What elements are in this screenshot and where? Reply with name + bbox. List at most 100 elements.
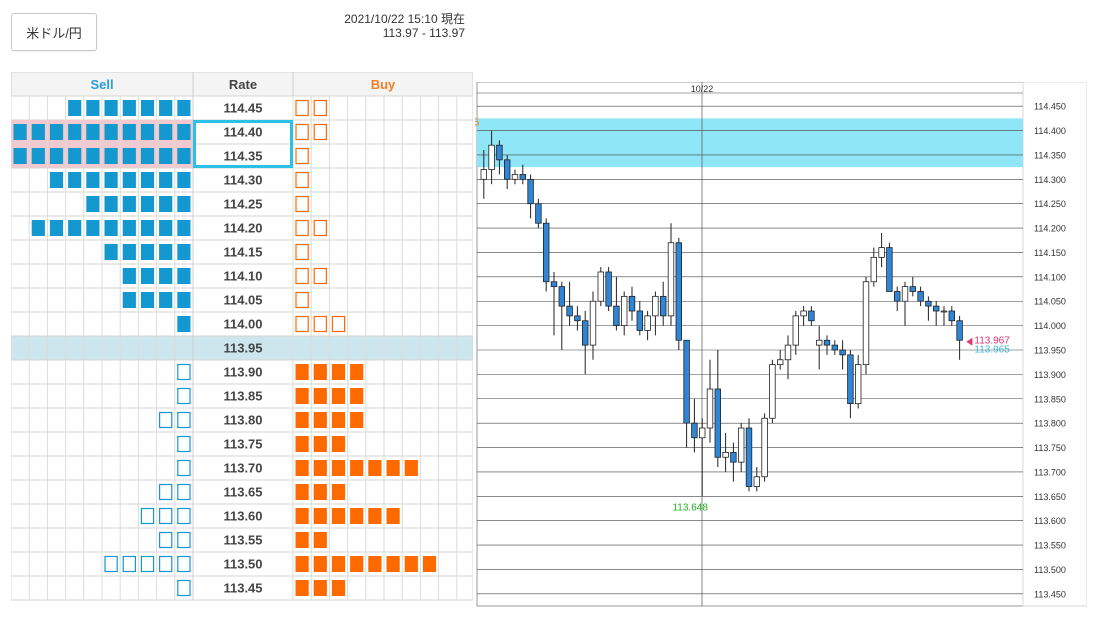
book-row-113-70[interactable]: 113.70 [10, 455, 474, 481]
sell-block [159, 555, 173, 573]
sell-block [104, 148, 118, 164]
sell-block [140, 172, 155, 188]
sell-block [31, 124, 45, 140]
book-row-114-15[interactable]: 114.15 [10, 239, 474, 265]
candle-body [496, 144, 503, 161]
sell-block [68, 172, 82, 188]
selected-rate-frame [193, 120, 293, 168]
candle [620, 291, 628, 336]
book-row-114-40[interactable]: 114.40 [10, 119, 474, 145]
sell-block [159, 292, 173, 308]
rate-value: 114.20 [223, 221, 262, 236]
rate-value: 114.35 [223, 149, 262, 164]
buy-block [350, 412, 364, 428]
currency-pair-button[interactable]: 米ドル/円 [11, 13, 97, 51]
candle-body [847, 354, 854, 405]
candle-body [503, 159, 511, 180]
candle-body [597, 271, 604, 302]
buy-block [404, 460, 418, 476]
buy-block [313, 364, 327, 380]
sell-block [49, 220, 64, 236]
buy-block [295, 580, 309, 596]
candle [706, 359, 714, 443]
candle [574, 306, 581, 331]
buy-block [313, 508, 327, 524]
sell-block [104, 244, 118, 260]
candle [878, 232, 885, 268]
buy-block [295, 532, 309, 548]
candle-body [652, 295, 659, 317]
book-row-114-35[interactable]: 114.35 [10, 143, 474, 169]
ask-label: 113.967 [974, 336, 1010, 347]
row-background [10, 311, 474, 337]
candle [808, 306, 815, 326]
book-row-114-05[interactable]: 114.05 [10, 287, 474, 313]
sell-block [122, 124, 136, 140]
book-row-113-50[interactable]: 113.50 [10, 551, 474, 577]
candle-body [737, 427, 745, 463]
candle-body [886, 247, 893, 292]
candle [480, 150, 487, 199]
candle-body [613, 305, 620, 327]
candle-body [917, 291, 924, 302]
candle-body [753, 476, 760, 487]
book-row-113-55[interactable]: 113.55 [10, 527, 474, 553]
book-row-114-25[interactable]: 114.25 [10, 191, 474, 217]
candle-body [714, 388, 721, 458]
sell-block [31, 148, 45, 164]
candle-body [511, 174, 519, 180]
book-row-114-10[interactable]: 114.10 [10, 263, 474, 289]
candle-body [535, 203, 542, 224]
buy-block [313, 460, 327, 476]
sell-block [140, 507, 155, 525]
candle-body [761, 417, 768, 478]
candle-body [800, 310, 807, 317]
candle-body [909, 286, 916, 292]
book-row-114-30[interactable]: 114.30 [10, 167, 474, 193]
rate-value: 113.95 [223, 341, 262, 356]
buy-block [386, 508, 400, 524]
row-background [10, 575, 474, 601]
sell-block [159, 172, 173, 188]
buy-block [331, 460, 346, 476]
sell-block [177, 459, 191, 477]
sell-block [104, 124, 118, 140]
sell-block [13, 124, 27, 140]
y-tick-label: 114.200 [1034, 224, 1066, 234]
sell-block [86, 196, 100, 212]
y-axis-area [1022, 81, 1088, 607]
sell-block [159, 483, 173, 501]
book-row-113-90[interactable]: 113.90 [10, 359, 474, 385]
candle-body [808, 310, 815, 322]
buy-block [331, 508, 346, 524]
candle-body [574, 315, 581, 322]
book-row-114-20[interactable]: 114.20 [10, 215, 474, 241]
sell-block [177, 411, 191, 429]
buy-block [313, 267, 328, 285]
candle-body [784, 344, 792, 361]
rate-value: 114.10 [223, 269, 262, 284]
book-row-113-95[interactable]: 113.95 [10, 335, 474, 361]
book-row-113-60[interactable]: 113.60 [10, 503, 474, 529]
sell-block [13, 148, 27, 164]
sell-block [159, 507, 173, 525]
buy-block [295, 243, 309, 261]
book-row-113-45[interactable]: 113.45 [10, 575, 474, 601]
sell-block [140, 124, 155, 140]
row-background [10, 431, 474, 457]
sell-block [177, 363, 191, 381]
buy-block [313, 580, 327, 596]
buy-block [331, 412, 346, 428]
buy-block [331, 364, 346, 380]
buy-block [313, 99, 328, 117]
book-row-114-00[interactable]: 114.00 [10, 311, 474, 337]
rate-value: 113.65 [223, 485, 262, 500]
book-row-113-65[interactable]: 113.65 [10, 479, 474, 505]
sell-block [177, 555, 191, 573]
book-row-113-75[interactable]: 113.75 [10, 431, 474, 457]
book-header [10, 71, 474, 97]
book-row-114-45[interactable]: 114.45 [10, 95, 474, 121]
candle [847, 350, 854, 419]
book-row-113-85[interactable]: 113.85 [10, 383, 474, 409]
book-row-113-80[interactable]: 113.80 [10, 407, 474, 433]
